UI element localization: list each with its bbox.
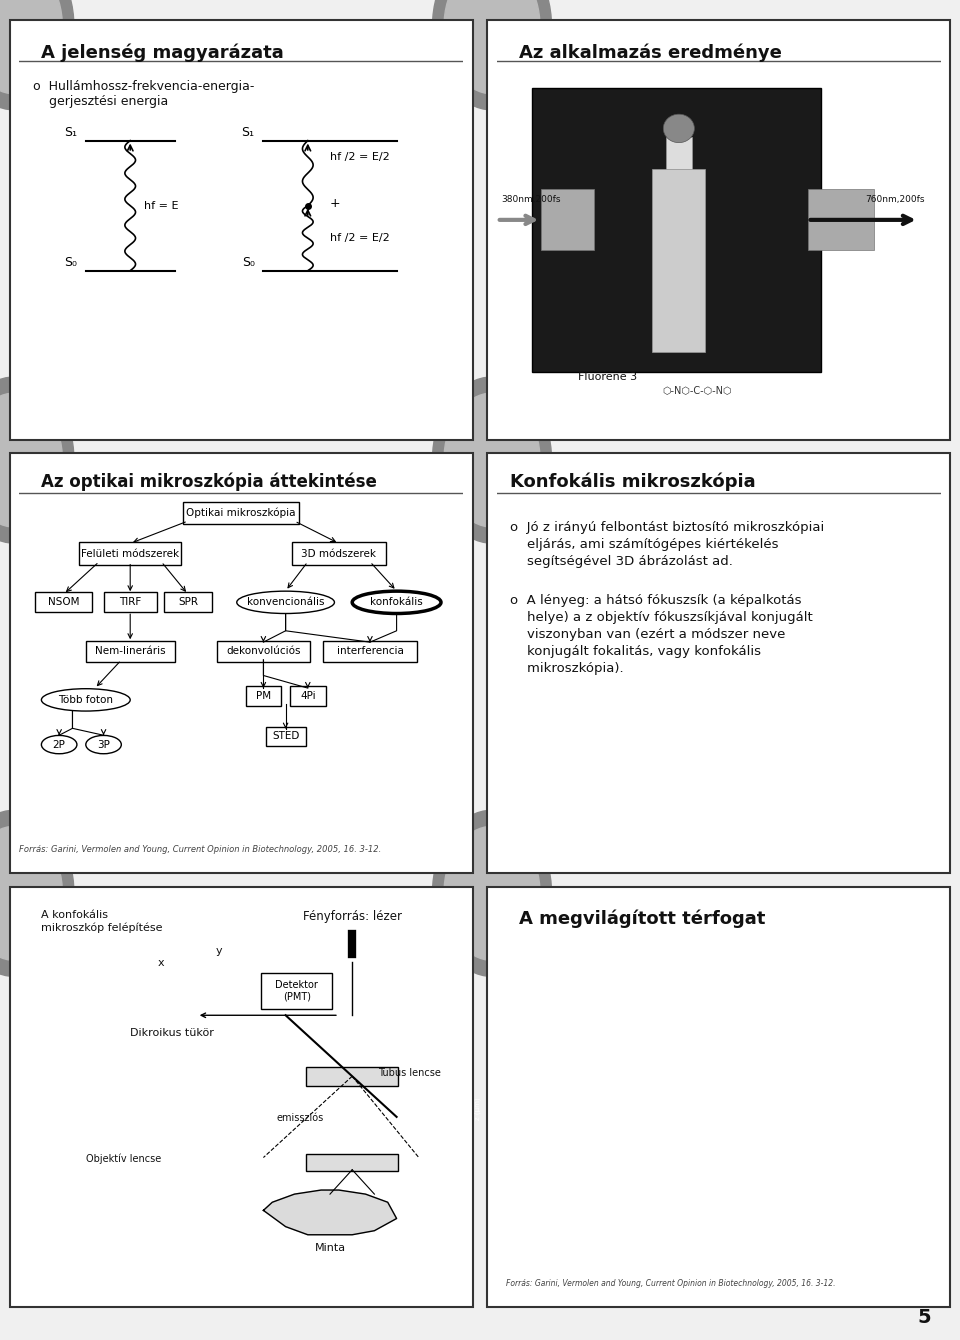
Text: Forrás: Garini, Vermolen and Young, Current Opinion in Biotechnology, 2005, 16. : Forrás: Garini, Vermolen and Young, Curr…	[19, 846, 381, 855]
FancyBboxPatch shape	[652, 169, 706, 352]
Text: SPR: SPR	[178, 598, 198, 607]
Text: Több foton: Több foton	[59, 695, 113, 705]
FancyBboxPatch shape	[532, 88, 821, 373]
Text: S₀: S₀	[242, 256, 254, 268]
Ellipse shape	[85, 736, 121, 753]
Text: interferencia: interferencia	[337, 646, 403, 657]
Text: Nem-lineráris: Nem-lineráris	[95, 646, 165, 657]
Text: Felületi módszerek: Felületi módszerek	[82, 548, 180, 559]
Title: Confocal: Confocal	[793, 955, 835, 966]
Text: A megvilágított térfogat: A megvilágított térfogat	[519, 910, 765, 929]
Text: o  A lényeg: a hátsó fókuszsík (a képalkotás
    helye) a z objektív fókuszsíkjá: o A lényeg: a hátsó fókuszsík (a képalko…	[510, 594, 813, 675]
Text: A konfokális
mikroszkóp felépítése: A konfokális mikroszkóp felépítése	[41, 910, 163, 933]
Text: 3P: 3P	[97, 740, 110, 749]
Text: ⬡-N⬡-C-⬡-N⬡: ⬡-N⬡-C-⬡-N⬡	[661, 385, 732, 394]
Text: o  Jó z irányú felbontást biztosító mikroszkópiai
    eljárás, ami számítógépes : o Jó z irányú felbontást biztosító mikro…	[510, 521, 825, 568]
Text: Forrás: Garini, Vermolen and Young, Current Opinion in Biotechnology, 2005, 16. : Forrás: Garini, Vermolen and Young, Curr…	[506, 1278, 835, 1288]
Text: A jelenség magyarázata: A jelenség magyarázata	[41, 43, 284, 62]
Text: STED: STED	[272, 732, 300, 741]
Ellipse shape	[41, 689, 131, 712]
Text: Objektív lencse: Objektív lencse	[85, 1154, 161, 1163]
Text: Fluorene 3: Fluorene 3	[578, 373, 637, 382]
Text: TIRF: TIRF	[119, 598, 141, 607]
Text: hf = E: hf = E	[144, 201, 178, 210]
Text: 5: 5	[918, 1308, 931, 1327]
Text: y: y	[216, 946, 223, 957]
FancyBboxPatch shape	[35, 592, 92, 612]
Text: o  Hullámhossz-frekvencia-energia-
    gerjesztési energia: o Hullámhossz-frekvencia-energia- gerjes…	[33, 79, 253, 107]
FancyBboxPatch shape	[217, 641, 310, 662]
Text: Minta: Minta	[315, 1244, 346, 1253]
Text: konvencionális: konvencionális	[247, 598, 324, 607]
X-axis label: x or y (μm): x or y (μm)	[583, 1272, 621, 1278]
FancyBboxPatch shape	[541, 189, 594, 251]
Text: 760nm,200fs: 760nm,200fs	[865, 194, 924, 204]
FancyBboxPatch shape	[246, 686, 281, 706]
Polygon shape	[263, 1190, 396, 1234]
Ellipse shape	[237, 591, 334, 614]
FancyBboxPatch shape	[665, 137, 692, 169]
Text: 3D módszerek: 3D módszerek	[301, 548, 376, 559]
FancyBboxPatch shape	[163, 592, 212, 612]
FancyBboxPatch shape	[261, 973, 332, 1009]
FancyBboxPatch shape	[292, 543, 386, 564]
Text: Az optikai mikroszkópia áttekintése: Az optikai mikroszkópia áttekintése	[41, 472, 377, 490]
FancyBboxPatch shape	[85, 641, 175, 662]
Text: emissziós: emissziós	[276, 1114, 324, 1123]
Text: Konfokális mikroszkópia: Konfokális mikroszkópia	[510, 472, 756, 490]
FancyBboxPatch shape	[183, 501, 299, 524]
Text: PM: PM	[255, 691, 271, 701]
Text: konfokális: konfokális	[371, 598, 423, 607]
Text: Detektor
(PMT): Detektor (PMT)	[276, 980, 318, 1002]
Text: hf /2 = E/2: hf /2 = E/2	[330, 151, 390, 162]
Ellipse shape	[352, 591, 441, 614]
FancyBboxPatch shape	[104, 592, 156, 612]
Text: 4Pi: 4Pi	[300, 691, 316, 701]
Y-axis label: z (μm): z (μm)	[474, 1097, 481, 1120]
FancyBboxPatch shape	[306, 1154, 398, 1171]
FancyBboxPatch shape	[807, 189, 875, 251]
X-axis label: x or y (μm): x or y (μm)	[795, 1272, 833, 1278]
Text: dekonvolúciós: dekonvolúciós	[227, 646, 300, 657]
Text: hf /2 = E/2: hf /2 = E/2	[330, 233, 390, 243]
Ellipse shape	[41, 736, 77, 753]
Text: +: +	[330, 197, 341, 210]
Text: S₀: S₀	[64, 256, 77, 268]
FancyBboxPatch shape	[306, 1067, 398, 1085]
Text: Fényforrás: lézer: Fényforrás: lézer	[302, 910, 401, 923]
Text: Dikroikus tükör: Dikroikus tükör	[131, 1028, 214, 1037]
Text: NSOM: NSOM	[48, 598, 80, 607]
Text: S₁: S₁	[64, 126, 77, 138]
FancyBboxPatch shape	[324, 641, 417, 662]
Text: 2P: 2P	[53, 740, 65, 749]
Text: Optikai mikroszkópia: Optikai mikroszkópia	[186, 508, 296, 519]
Text: x: x	[158, 958, 164, 969]
Text: Az alkalmazás eredménye: Az alkalmazás eredménye	[519, 43, 781, 62]
FancyBboxPatch shape	[266, 726, 305, 746]
FancyBboxPatch shape	[290, 686, 325, 706]
Text: S₁: S₁	[242, 126, 254, 138]
Text: Tubus lencse: Tubus lencse	[378, 1068, 441, 1079]
FancyBboxPatch shape	[79, 543, 181, 564]
Text: 380nm,200fs: 380nm,200fs	[501, 194, 561, 204]
Circle shape	[663, 114, 694, 142]
Title: Conventional: Conventional	[569, 955, 634, 966]
